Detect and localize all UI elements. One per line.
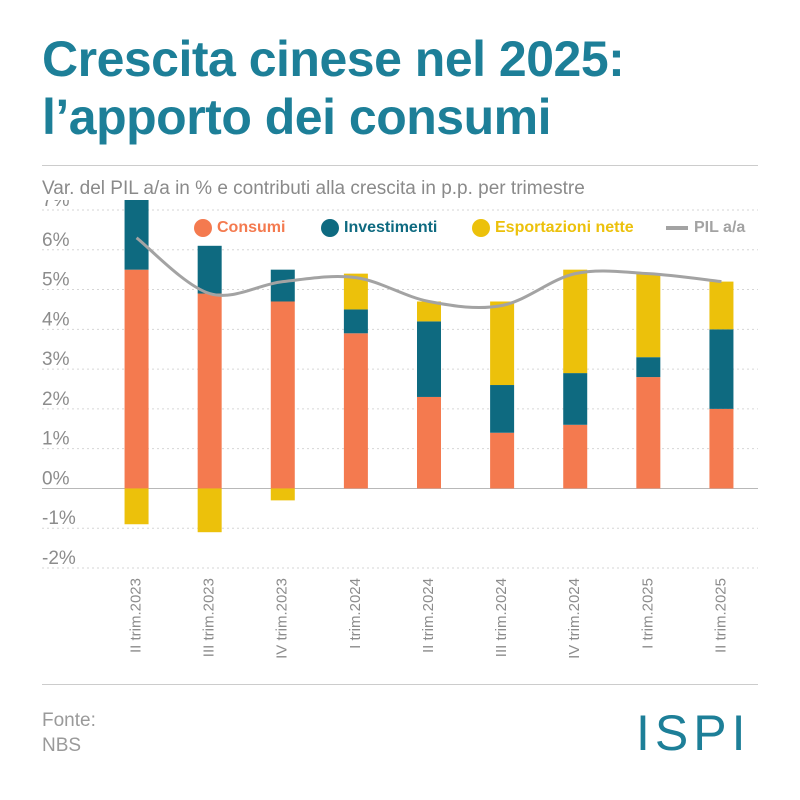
source-label: Fonte:: [42, 710, 96, 731]
legend-consumi-label: Consumi: [217, 219, 285, 236]
chart-subtitle: Var. del PIL a/a in % e contributi alla …: [42, 178, 585, 199]
title-line-2: l’apporto dei consumi: [42, 89, 551, 145]
bar-esportazioni: [636, 273, 661, 358]
bar-consumi: [270, 301, 295, 489]
y-tick-label: 4%: [42, 309, 70, 330]
bar-investimenti: [490, 385, 515, 433]
y-tick-label: 6%: [42, 230, 70, 251]
y-tick-label: 7%: [42, 200, 70, 211]
x-tick-label: I trim.2024: [347, 578, 364, 649]
bar-consumi: [636, 377, 661, 489]
bar-investimenti: [417, 321, 441, 397]
title-line-1: Crescita cinese nel 2025:: [42, 31, 625, 87]
legend-consumi-marker: [194, 219, 212, 237]
bar-esportazioni: [197, 488, 222, 533]
legend-investimenti-label: Investimenti: [344, 219, 437, 236]
bar-esportazioni: [124, 488, 149, 525]
source-value: NBS: [42, 735, 82, 756]
bar-investimenti: [343, 309, 368, 334]
bar-esportazioni: [490, 301, 515, 386]
x-tick-label: III trim.2023: [201, 578, 218, 657]
x-tick-label: IV trim.2024: [566, 578, 583, 659]
y-tick-label: 0%: [42, 468, 70, 489]
pil-line: [135, 236, 722, 310]
bar-consumi: [197, 293, 222, 489]
bar-consumi: [709, 408, 734, 489]
bar-investimenti: [197, 245, 222, 294]
legend-esportazioni-label: Esportazioni nette: [495, 219, 634, 236]
legend-pil-label: PIL a/a: [694, 219, 745, 236]
legend-esportazioni-marker: [472, 219, 490, 237]
page-title: Crescita cinese nel 2025: l’apporto dei …: [42, 30, 782, 146]
y-tick-label: -1%: [42, 508, 76, 529]
x-tick-label: II trim.2023: [128, 578, 145, 653]
legend-investimenti-marker: [321, 219, 339, 237]
bar-consumi: [417, 396, 441, 489]
bar-investimenti: [124, 200, 149, 270]
x-tick-label: II trim.2025: [712, 578, 729, 653]
bar-consumi: [124, 269, 149, 489]
bar-esportazioni: [417, 301, 441, 322]
bar-consumi: [563, 424, 588, 489]
bar-investimenti: [270, 269, 295, 302]
y-tick-label: 3%: [42, 349, 70, 370]
bar-investimenti: [563, 373, 588, 425]
bar-consumi: [343, 333, 368, 489]
bar-investimenti: [709, 329, 734, 409]
top-divider: [42, 165, 758, 166]
x-tick-label: I trim.2025: [639, 578, 656, 649]
y-tick-label: 1%: [42, 429, 70, 450]
ispi-logo: ISPI: [636, 705, 751, 761]
bar-investimenti: [636, 357, 661, 378]
x-tick-label: III trim.2024: [493, 578, 510, 657]
bottom-divider: [42, 684, 758, 685]
y-tick-label: 2%: [42, 389, 70, 410]
y-tick-label: 5%: [42, 270, 70, 291]
bar-esportazioni: [270, 488, 295, 501]
source-note: Fonte: NBS: [42, 708, 96, 758]
bar-esportazioni: [709, 281, 734, 330]
bar-consumi: [490, 432, 515, 489]
chart: -2% -1% 0% 1% 2% 3% 4% 5% 6% 7% II trim.2023 III tr…: [42, 200, 758, 659]
bar-esportazioni: [563, 269, 588, 374]
y-tick-label: -2%: [42, 548, 76, 569]
x-tick-label: IV trim.2023: [274, 578, 291, 659]
x-tick-label: II trim.2024: [420, 578, 437, 653]
